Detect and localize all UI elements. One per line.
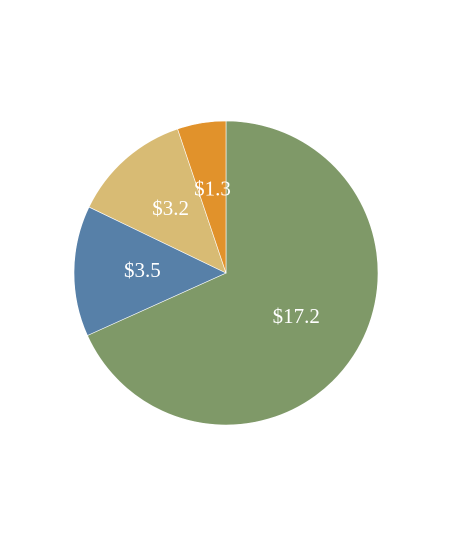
pie-slice xyxy=(73,206,227,336)
value-label: $3.5 xyxy=(124,258,161,282)
pie-slice xyxy=(87,120,379,426)
pie-slice xyxy=(88,128,227,274)
pie-slice xyxy=(177,120,227,274)
value-label: $1.3 xyxy=(194,176,231,200)
value-label: $3.2 xyxy=(152,196,189,220)
value-label: $17.2 xyxy=(273,304,320,328)
